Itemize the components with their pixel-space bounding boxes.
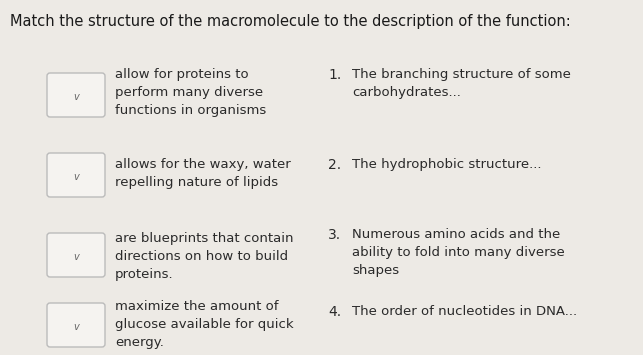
Text: 3.: 3. xyxy=(328,228,341,242)
Text: 4.: 4. xyxy=(328,305,341,319)
FancyBboxPatch shape xyxy=(47,73,105,117)
Text: allow for proteins to
perform many diverse
functions in organisms: allow for proteins to perform many diver… xyxy=(115,68,266,117)
FancyBboxPatch shape xyxy=(47,303,105,347)
Text: The branching structure of some
carbohydrates...: The branching structure of some carbohyd… xyxy=(352,68,571,99)
Text: v: v xyxy=(73,172,79,182)
Text: v: v xyxy=(73,252,79,262)
Text: 1.: 1. xyxy=(328,68,341,82)
Text: allows for the waxy, water
repelling nature of lipids: allows for the waxy, water repelling nat… xyxy=(115,158,291,189)
Text: Match the structure of the macromolecule to the description of the function:: Match the structure of the macromolecule… xyxy=(10,14,571,29)
FancyBboxPatch shape xyxy=(47,233,105,277)
Text: The order of nucleotides in DNA...: The order of nucleotides in DNA... xyxy=(352,305,577,318)
FancyBboxPatch shape xyxy=(47,153,105,197)
Text: are blueprints that contain
directions on how to build
proteins.: are blueprints that contain directions o… xyxy=(115,232,293,281)
Text: Numerous amino acids and the
ability to fold into many diverse
shapes: Numerous amino acids and the ability to … xyxy=(352,228,565,277)
Text: v: v xyxy=(73,322,79,332)
Text: The hydrophobic structure...: The hydrophobic structure... xyxy=(352,158,541,171)
Text: 2.: 2. xyxy=(328,158,341,172)
Text: v: v xyxy=(73,92,79,102)
Text: maximize the amount of
glucose available for quick
energy.: maximize the amount of glucose available… xyxy=(115,300,294,349)
